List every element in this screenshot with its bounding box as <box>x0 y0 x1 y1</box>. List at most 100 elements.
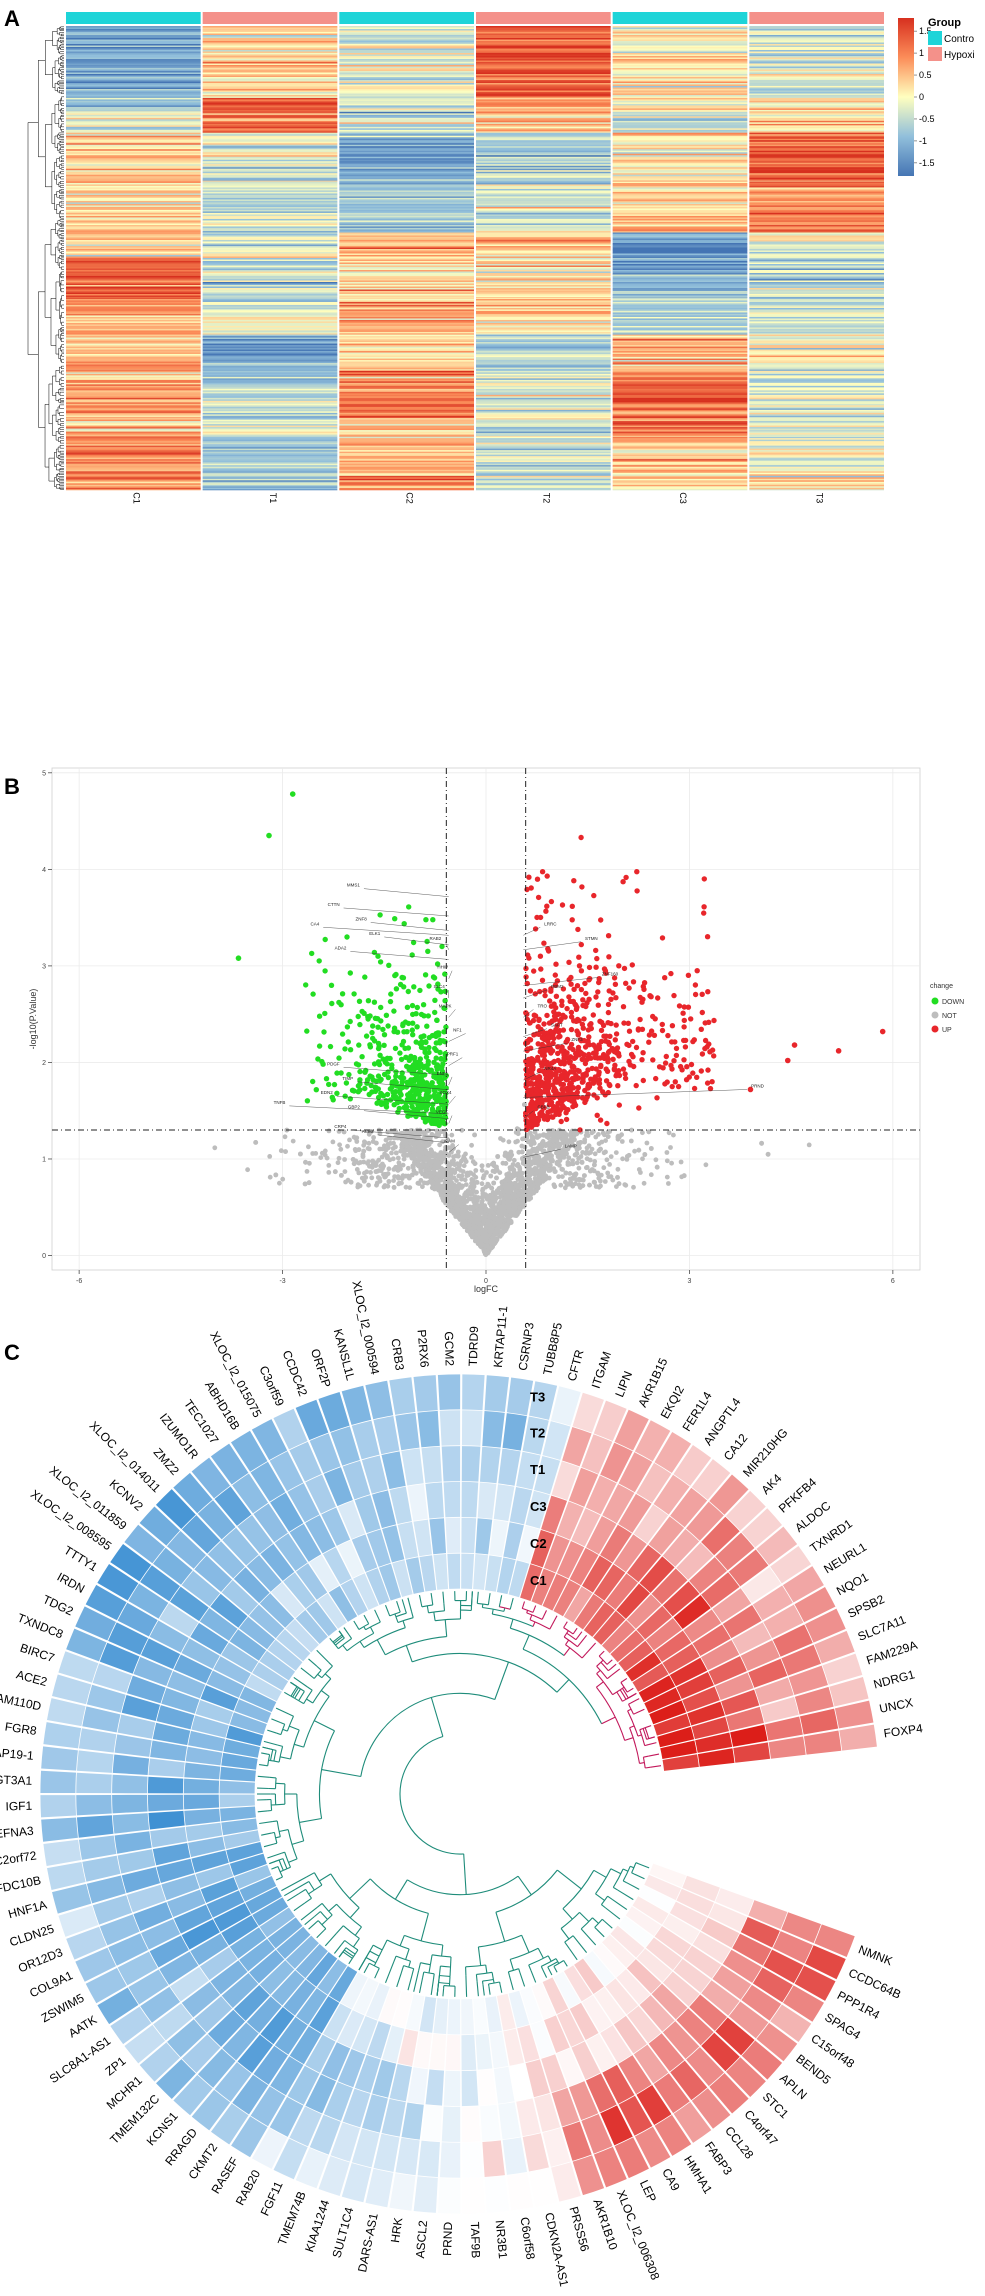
heatmap-cell <box>339 462 474 464</box>
heatmap-cell <box>66 199 201 202</box>
volcano-point-not <box>574 1151 580 1156</box>
heatmap-cell <box>476 244 611 247</box>
volcano-point-not <box>473 1174 479 1180</box>
volcano-point-not <box>480 1175 486 1181</box>
heatmap-cell <box>66 303 201 306</box>
heatmap-cell <box>66 366 201 368</box>
volcano-point-down <box>421 1013 427 1019</box>
heatmap-cell <box>476 364 611 367</box>
heatmap-cell <box>476 144 611 147</box>
volcano-point-not <box>556 1133 562 1139</box>
heatmap-cell <box>612 345 748 347</box>
heatmap-cell <box>202 259 338 262</box>
heatmap-cell <box>66 137 201 140</box>
heatmap-cell <box>749 343 884 346</box>
volcano-point-not <box>436 1153 441 1159</box>
heatmap-cell <box>749 406 884 409</box>
heatmap-cell <box>612 318 748 321</box>
volcano-point-not <box>664 1174 670 1180</box>
heatmap-cell <box>476 394 611 397</box>
heatmap-cell <box>339 292 474 295</box>
heatmap-cell <box>476 346 611 349</box>
heatmap-cell <box>749 345 884 347</box>
heatmap-cell <box>476 286 611 289</box>
heatmap-cell <box>202 318 338 321</box>
heatmap-cell <box>202 143 338 146</box>
heatmap-cell <box>749 72 884 75</box>
heatmap-cell <box>202 453 338 455</box>
heatmap-cell <box>612 232 748 235</box>
heatmap-cell <box>202 310 338 313</box>
volcano-point-not <box>567 1161 573 1167</box>
heatmap-cell <box>612 370 748 373</box>
volcano-point-not <box>434 1128 440 1134</box>
heatmap-cell <box>612 442 748 445</box>
heatmap-cell <box>339 351 474 353</box>
heatmap-cell <box>66 155 201 158</box>
volcano-point-not <box>505 1192 510 1198</box>
heatmap-cell <box>476 102 611 105</box>
heatmap-cell <box>66 138 201 141</box>
volcano-point-not <box>480 1186 486 1192</box>
heatmap-cell <box>749 489 884 491</box>
heatmap-cell <box>202 229 338 232</box>
heatmap-cell <box>66 270 201 272</box>
heatmap-cell <box>612 161 748 164</box>
heatmap-cell <box>749 349 884 352</box>
heatmap-cell <box>66 419 201 422</box>
heatmap-cell <box>749 306 884 309</box>
heatmap-cell <box>476 36 611 39</box>
heatmap-cell <box>202 354 338 356</box>
heatmap-cell <box>612 173 748 176</box>
heatmap-cell <box>612 165 748 168</box>
heatmap-cell <box>476 445 611 448</box>
heatmap-cell <box>749 74 884 76</box>
heatmap-cell <box>66 54 201 57</box>
heatmap-cell <box>749 140 884 143</box>
volcano-point-not <box>588 1150 593 1155</box>
heatmap-cell <box>339 294 474 296</box>
volcano-point-not <box>483 1239 488 1244</box>
heatmap-cell <box>339 468 474 471</box>
heatmap-cell <box>612 81 748 84</box>
heatmap-cell <box>476 402 611 405</box>
heatmap-cell <box>339 56 474 58</box>
volcano-point-not <box>509 1164 515 1170</box>
heatmap-cell <box>202 477 338 480</box>
heatmap-cell <box>612 406 748 409</box>
heatmap-cell <box>612 486 748 489</box>
heatmap-cell <box>749 59 884 61</box>
heatmap-cell <box>66 430 201 432</box>
heatmap-cell <box>476 155 611 158</box>
heatmap-cell <box>66 250 201 253</box>
heatmap-cell <box>749 291 884 293</box>
heatmap-cell <box>202 306 338 309</box>
heatmap-cell <box>612 411 748 414</box>
colorbar-tick-label: 0 <box>919 92 924 102</box>
heatmap-cell <box>749 33 884 36</box>
volcano-point-not <box>455 1149 461 1155</box>
heatmap-cell <box>339 27 474 30</box>
heatmap-cell <box>202 129 338 132</box>
heatmap-cell <box>749 241 884 244</box>
heatmap-cell <box>749 200 884 203</box>
heatmap-cell <box>66 385 201 388</box>
heatmap-cell <box>612 331 748 334</box>
heatmap-cell <box>612 47 748 49</box>
heatmap-cell <box>476 100 611 103</box>
heatmap-cell <box>66 288 201 290</box>
heatmap-cell <box>612 292 748 295</box>
heatmap-cell <box>339 422 474 425</box>
heatmap-cell <box>66 351 201 353</box>
heatmap-cell <box>749 258 884 260</box>
heatmap-cell <box>339 206 474 209</box>
group-bar-cell <box>339 12 474 24</box>
heatmap-cell <box>66 230 201 233</box>
heatmap-cell <box>749 292 884 295</box>
heatmap-cell <box>339 318 474 321</box>
heatmap-cell <box>612 282 748 284</box>
heatmap-cell <box>612 456 748 458</box>
volcano-point-down <box>435 1032 442 1038</box>
heatmap-cell <box>66 158 201 161</box>
volcano-point-not <box>446 1179 452 1185</box>
